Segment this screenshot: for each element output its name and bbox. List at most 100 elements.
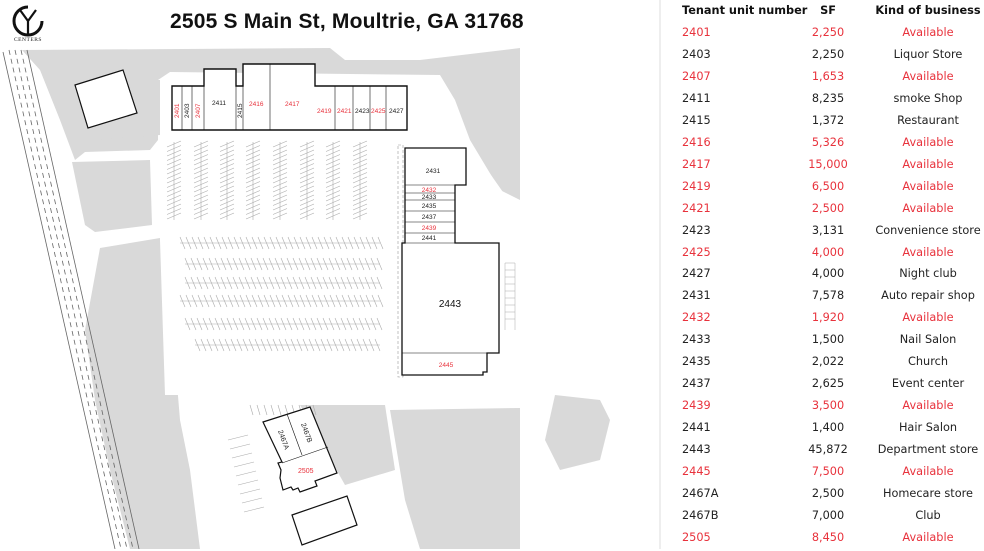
sf-cell: 2,625 <box>811 377 845 391</box>
sf-cell: 3,500 <box>811 399 845 413</box>
sf-cell: 8,235 <box>811 91 845 105</box>
business-cell: Nail Salon <box>899 333 957 347</box>
unit-2445-label: 2445 <box>439 362 454 369</box>
business-cell: Night club <box>899 267 957 281</box>
unit-cell: 2467A <box>682 486 719 500</box>
business-cell: Available <box>902 201 954 215</box>
unit-2505-label: 2505 <box>298 468 314 475</box>
business-cell: Available <box>902 26 954 39</box>
parking-stalls <box>166 140 384 513</box>
sf-cell: 4,000 <box>811 267 845 281</box>
sf-cell: 7,578 <box>811 289 845 303</box>
unit-cell: 2401 <box>682 26 711 39</box>
outparcel-building <box>74 69 138 129</box>
business-cell: Restaurant <box>897 113 959 127</box>
sf-cell: 3,131 <box>811 223 845 237</box>
unit-2441-label: 2441 <box>422 235 437 242</box>
page-title: 2505 S Main St, Moultrie, GA 31768 <box>170 10 524 33</box>
business-cell: Convenience store <box>875 223 981 237</box>
sf-cell: 2,022 <box>811 355 845 369</box>
unit-2401-label: 2401 <box>174 103 181 118</box>
business-cell: Available <box>902 135 954 149</box>
unit-cell: 2411 <box>682 91 711 105</box>
unit-2433-label: 2433 <box>422 194 437 201</box>
business-cell: Church <box>908 355 948 369</box>
unit-2437-label: 2437 <box>422 214 437 221</box>
sf-cell: 7,000 <box>811 508 845 522</box>
unit-2439-label: 2439 <box>422 225 437 232</box>
south-building <box>262 406 338 493</box>
unit-cell: 2467B <box>682 508 719 522</box>
sf-cell: 6,500 <box>811 179 845 193</box>
roadway <box>2 49 140 549</box>
table-row: 2403 2,250 Liquor Store <box>668 48 984 68</box>
sf-cell: 15,000 <box>808 157 848 171</box>
business-cell: Department store <box>877 443 979 457</box>
loading-dock <box>504 262 516 330</box>
table-row: 2431 7,578 Auto repair shop <box>668 289 984 309</box>
business-cell: Event center <box>891 377 965 391</box>
unit-cell: 2407 <box>682 69 711 83</box>
unit-2416-label: 2416 <box>249 101 264 108</box>
business-cell: Auto repair shop <box>881 289 975 303</box>
unit-2425-label: 2425 <box>371 108 386 115</box>
table-row: 2437 2,625 Event center <box>668 377 984 397</box>
table-row: 2443 45,872 Department store <box>668 443 984 463</box>
sf-cell: 4,000 <box>811 245 845 259</box>
unit-cell: 2445 <box>682 465 711 478</box>
sf-cell: 1,372 <box>811 113 845 127</box>
business-cell: Available <box>902 157 954 171</box>
business-cell: Available <box>902 311 954 325</box>
unit-cell: 2441 <box>682 421 711 435</box>
unit-2443-label: 2443 <box>439 299 462 310</box>
unit-cell: 2403 <box>682 47 711 61</box>
unit-2432-label: 2432 <box>422 187 437 194</box>
logo: CENTERS <box>8 4 48 46</box>
unit-cell: 2435 <box>682 355 711 369</box>
sf-cell: 2,500 <box>811 486 845 500</box>
sf-cell: 1,500 <box>811 333 845 347</box>
unit-cell: 2425 <box>682 245 711 259</box>
unit-cell: 2423 <box>682 223 711 237</box>
unit-cell: 2421 <box>682 201 711 215</box>
south-pad-building <box>291 495 358 546</box>
header-business: Kind of business <box>875 4 981 17</box>
unit-cell: 2415 <box>682 113 711 127</box>
sf-cell: 1,920 <box>811 311 845 325</box>
sf-cell: 2,250 <box>811 47 845 61</box>
table-row: 2439 3,500 Available <box>668 399 984 419</box>
strip-center-north <box>171 63 408 131</box>
table-row: 2445 7,500 Available <box>668 465 984 485</box>
unit-2417-label: 2417 <box>285 101 300 108</box>
table-row: 2433 1,500 Nail Salon <box>668 333 984 353</box>
sf-cell: 1,653 <box>811 69 845 83</box>
unit-cell: 2419 <box>682 179 711 193</box>
business-cell: Club <box>915 508 941 522</box>
table-row: 2416 5,326 Available <box>668 136 984 156</box>
unit-2403-label: 2403 <box>184 103 191 118</box>
unit-cell: 2433 <box>682 333 711 347</box>
business-cell: smoke Shop <box>893 91 963 105</box>
business-cell: Available <box>902 245 954 259</box>
logo-mark-icon <box>12 5 44 37</box>
landscape-areas <box>22 48 610 549</box>
unit-cell: 2416 <box>682 135 711 149</box>
logo-caption: CENTERS <box>14 37 42 43</box>
business-cell: Available <box>902 530 954 544</box>
table-row: 2401 2,250 Available <box>668 26 984 46</box>
table-row: 2467A 2,500 Homecare store <box>668 487 984 507</box>
table-row: 2407 1,653 Available <box>668 70 984 90</box>
table-row: 2417 15,000 Available <box>668 158 984 178</box>
table-row: 2415 1,372 Restaurant <box>668 114 984 134</box>
unit-cell: 2443 <box>682 443 711 457</box>
table-row: 2467B 7,000 Club <box>668 509 984 529</box>
sf-cell: 2,500 <box>811 201 845 215</box>
sf-cell: 1,400 <box>811 421 845 435</box>
unit-2411-label: 2411 <box>212 100 226 107</box>
table-row: 2427 4,000 Night club <box>668 267 984 287</box>
unit-2427-label: 2427 <box>389 108 404 115</box>
unit-2431-label: 2431 <box>426 168 441 175</box>
table-row: 2421 2,500 Available <box>668 202 984 222</box>
unit-cell: 2439 <box>682 399 711 413</box>
unit-2407-label: 2407 <box>195 103 202 118</box>
